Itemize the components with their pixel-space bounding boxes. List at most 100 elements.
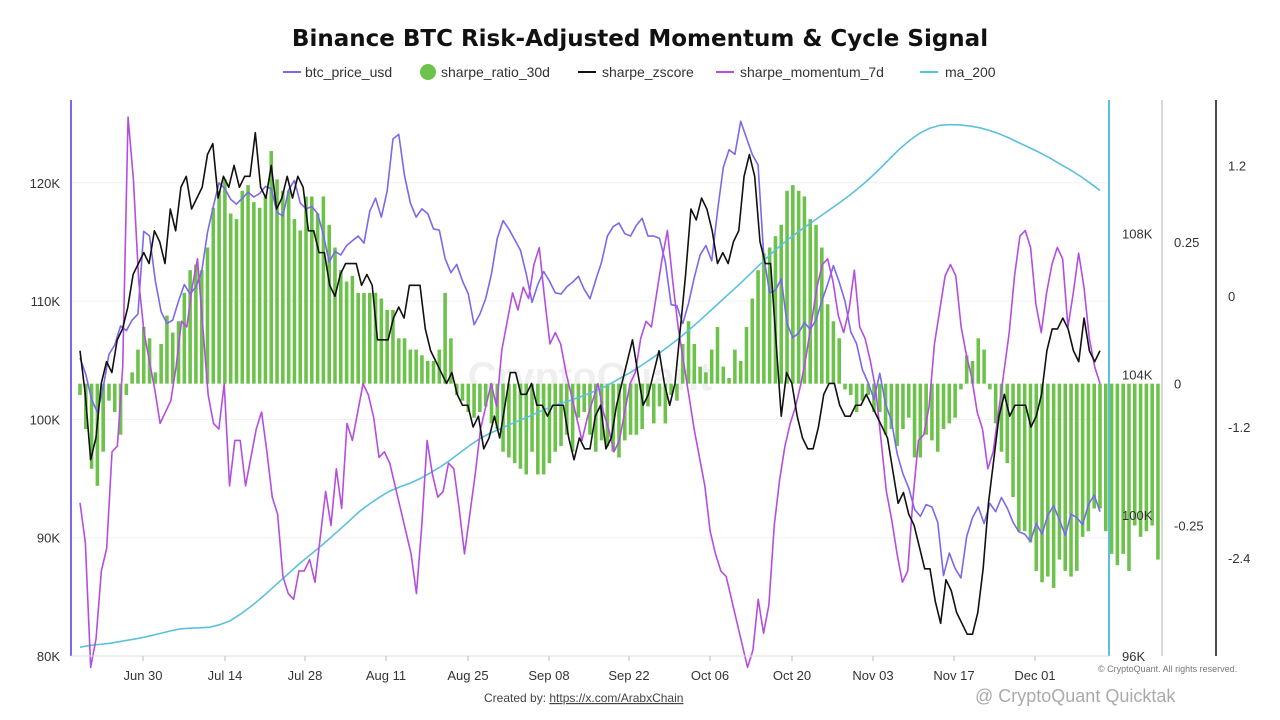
sharpe-bar-181 <box>1127 383 1131 571</box>
sharpe-bar-42 <box>321 196 326 384</box>
sharpe-bar-128 <box>820 247 824 384</box>
sharpe-bar-110 <box>715 326 720 384</box>
sharpe-bar-24 <box>217 190 221 384</box>
sharpe-bar-82 <box>553 383 558 452</box>
sharpe-bar-183 <box>1138 383 1143 537</box>
sharpe-bar-160 <box>1005 383 1010 464</box>
sharpe-bar-179 <box>1115 383 1120 566</box>
sharpe-bar-163 <box>1022 383 1027 532</box>
sharpe-bar-157 <box>988 383 992 390</box>
watermark-rights: © CryptoQuant. All rights reserved. <box>1098 664 1237 674</box>
legend-item-sharpe-zscore[interactable]: sharpe_zscore <box>578 64 694 80</box>
sharpe-bar-155 <box>976 338 981 384</box>
sharpe-bar-130 <box>831 321 836 384</box>
sharpe-bar-25 <box>223 179 227 384</box>
sharpe-bar-174 <box>1086 383 1091 532</box>
sharpe-bar-164 <box>1028 383 1033 543</box>
x-tick-label-11: Dec 01 <box>1014 668 1055 683</box>
legend-item-btc-price[interactable]: btc_price_usd <box>283 64 392 80</box>
credit-link[interactable]: https://x.com/ArabxChain <box>549 691 683 705</box>
legend-item-sharpe-momentum[interactable]: sharpe_momentum_7d <box>716 64 884 80</box>
legend-item-ma-200[interactable]: ma_200 <box>920 64 996 80</box>
sharpe-bar-85 <box>570 383 575 452</box>
sharpe-bar-66 <box>460 383 465 401</box>
sharpe-bar-6 <box>112 383 117 413</box>
zscore-tick-label-1: -1.2 <box>1228 420 1250 435</box>
sharpe-bar-57 <box>408 349 413 384</box>
sharpe-bar-47 <box>350 275 355 384</box>
sharpe-bar-178 <box>1109 383 1114 554</box>
sharpe-bar-146 <box>924 383 928 435</box>
sharpe-bar-185 <box>1150 383 1154 526</box>
sharpe-bar-96 <box>634 383 639 435</box>
sharpe-bar-159 <box>999 383 1004 452</box>
sharpe-bar-119 <box>767 247 772 384</box>
sharpe-bar-51 <box>373 292 378 384</box>
sharpe-bar-83 <box>559 383 563 447</box>
sharpe-bar-134 <box>854 383 859 413</box>
ma-200-line <box>79 123 1101 648</box>
sharpe-bar-20 <box>194 264 198 384</box>
sharpe-bar-182 <box>1132 383 1137 526</box>
sharpe-bar-0 <box>78 383 82 396</box>
sharpe-bar-125 <box>802 196 807 384</box>
sharpe-bar-60 <box>425 360 430 384</box>
x-tick-label-2: Jul 28 <box>288 668 323 683</box>
sharpe-bar-144 <box>912 383 917 458</box>
sharpe-bar-4 <box>101 383 105 452</box>
sharpe-bar-15 <box>165 315 169 384</box>
sharpe-bar-127 <box>814 224 818 384</box>
sharpe-bar-26 <box>228 213 233 384</box>
sharpe-zscore-line <box>79 131 1101 635</box>
sharpe-bar-175 <box>1092 383 1096 509</box>
sharpe-bar-31 <box>257 207 262 384</box>
sharpe-bar-86 <box>576 383 581 418</box>
sharpe-bar-153 <box>964 355 969 384</box>
sharpe-bar-79 <box>536 383 540 475</box>
sharpe-bar-123 <box>791 185 795 384</box>
sharpe-bar-33 <box>269 151 274 384</box>
sharpe-bar-142 <box>901 383 905 430</box>
sharpe-bar-102 <box>669 383 673 396</box>
ma-tick-label-3: 108K <box>1122 227 1153 242</box>
sharpe-bar-117 <box>756 270 760 384</box>
sharpe-bar-176 <box>1098 383 1102 509</box>
sharpe-bar-69 <box>478 383 482 413</box>
sharpe-bar-131 <box>837 338 841 384</box>
sharpe-bar-77 <box>524 383 529 475</box>
sharpe-bar-151 <box>953 383 957 418</box>
sharpe-bar-158 <box>993 383 998 424</box>
sharpe-bar-156 <box>982 349 986 384</box>
sharpe-bar-103 <box>675 383 679 401</box>
sharpe-bar-38 <box>298 230 303 384</box>
sharpe-bar-104 <box>680 343 685 384</box>
sharpe-bar-80 <box>541 383 546 475</box>
sharpe-bar-39 <box>304 196 308 384</box>
sharpe-bar-76 <box>518 383 523 469</box>
sharpe-bar-120 <box>773 236 778 384</box>
sharpe-bar-43 <box>327 224 331 384</box>
sharpe-bar-81 <box>547 383 552 464</box>
legend-item-sharpe-ratio[interactable]: sharpe_ratio_30d <box>420 64 550 80</box>
sharpe-bar-115 <box>744 326 749 384</box>
sharpe-bar-59 <box>420 355 424 384</box>
sharpe-bar-58 <box>414 349 418 384</box>
sharpe-bar-106 <box>692 343 697 384</box>
sharpe-bar-41 <box>315 213 320 384</box>
sharpe-bar-140 <box>889 383 894 430</box>
sharpe-bar-61 <box>431 360 436 384</box>
sharpe-bar-74 <box>507 383 511 458</box>
sharpe-bar-95 <box>628 383 633 435</box>
sharpe-bar-36 <box>286 190 291 384</box>
sharpe-bar-87 <box>582 383 586 413</box>
sharpe-bar-114 <box>738 360 743 384</box>
sharpe-bar-139 <box>883 383 888 435</box>
sharpe-bar-186 <box>1156 383 1160 560</box>
legend-label-btc-price: btc_price_usd <box>305 64 392 80</box>
zscore-tick-label-0: -2.4 <box>1228 551 1250 566</box>
btc-price-line <box>79 120 1101 579</box>
sharpe-tick-label-1: 0 <box>1174 377 1181 392</box>
sharpe-bar-93 <box>617 383 621 458</box>
axes <box>70 100 1217 657</box>
